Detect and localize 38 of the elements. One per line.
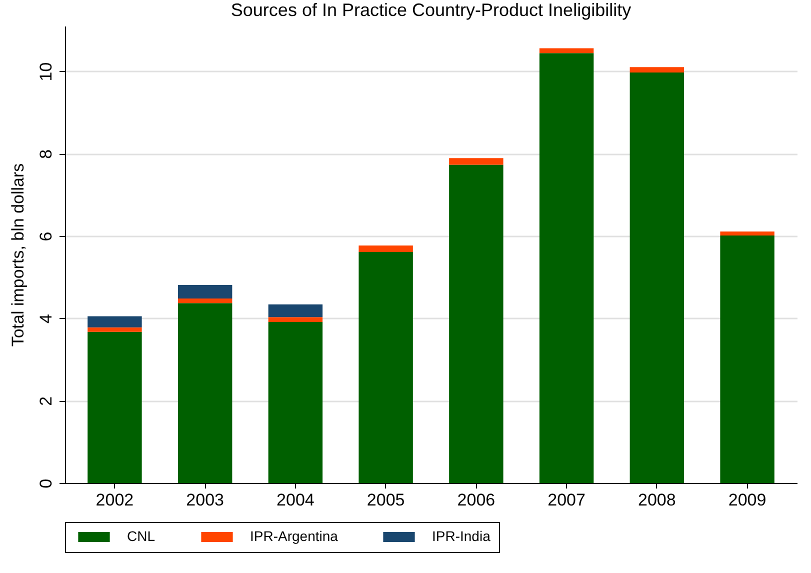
y-tick-label: 10 [36, 62, 56, 82]
x-tick-label: 2006 [457, 490, 496, 510]
x-tick-label: 2004 [276, 490, 314, 510]
bar [268, 317, 323, 322]
bar [358, 245, 413, 252]
bar [449, 158, 504, 165]
bar [630, 67, 684, 73]
bar [720, 231, 774, 236]
x-tick-label: 2009 [728, 490, 766, 510]
x-tick-label: 2003 [186, 490, 224, 510]
bar [178, 284, 232, 299]
x-tick-label: 2007 [548, 490, 586, 510]
bar [720, 236, 774, 483]
y-tick-label: 4 [36, 314, 56, 324]
legend-label: IPR-Argentina [250, 528, 338, 544]
bar [539, 48, 594, 54]
x-tick-label: 2002 [96, 490, 134, 510]
bar [539, 53, 594, 483]
x-tick-label: 2008 [638, 490, 676, 510]
legend-label: CNL [127, 528, 156, 544]
y-tick-label: 6 [36, 232, 56, 242]
bar [88, 332, 142, 483]
bar [449, 164, 504, 483]
bar [358, 252, 413, 483]
y-tick-label: 8 [36, 149, 56, 159]
bar [178, 303, 232, 483]
bar [178, 298, 232, 304]
bar [630, 72, 684, 483]
bar [88, 327, 142, 332]
y-tick-label: 0 [36, 478, 56, 488]
bar [268, 304, 323, 318]
x-tick-label: 2005 [366, 490, 405, 510]
bar [88, 316, 142, 328]
y-tick-label: 2 [36, 396, 56, 406]
legend-label: IPR-India [432, 528, 491, 544]
y-axis-title: Total imports, bln dollars [8, 163, 28, 347]
chart-title: Sources of In Practice Country-Product Ineligibility [230, 0, 632, 20]
bar [268, 322, 323, 483]
